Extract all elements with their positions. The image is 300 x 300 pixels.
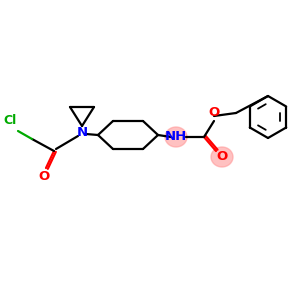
Text: O: O (216, 151, 228, 164)
Text: Cl: Cl (3, 113, 16, 127)
Text: N: N (76, 127, 88, 140)
Text: NH: NH (165, 130, 187, 143)
Ellipse shape (165, 127, 187, 147)
Ellipse shape (211, 147, 233, 167)
Text: O: O (208, 106, 220, 118)
Text: O: O (38, 170, 50, 184)
